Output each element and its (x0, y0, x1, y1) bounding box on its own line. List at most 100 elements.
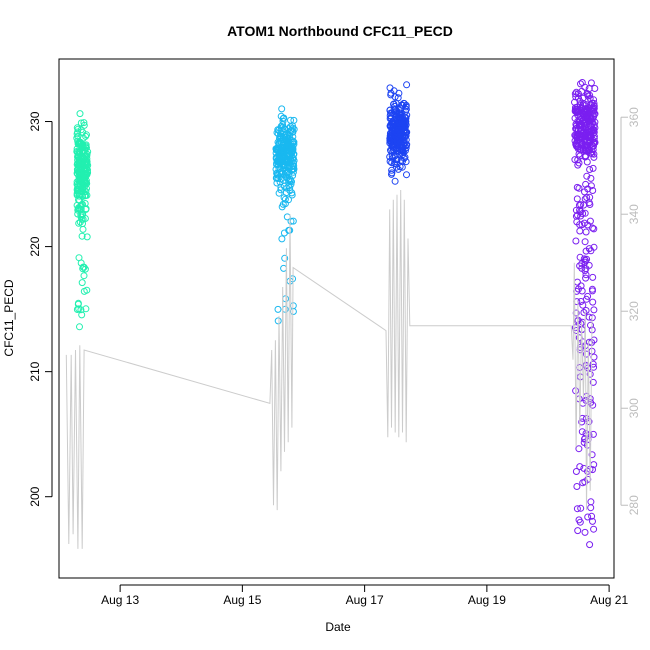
data-point (591, 85, 599, 92)
data-point (572, 206, 580, 214)
data-point (77, 259, 85, 267)
data-point (278, 139, 285, 147)
data-point (276, 178, 284, 186)
data-point (281, 160, 289, 168)
data-point (79, 225, 87, 233)
data-points-layer (73, 79, 599, 549)
data-point (275, 189, 283, 197)
data-point (402, 114, 410, 122)
data-point (578, 428, 586, 436)
data-point (280, 182, 288, 190)
data-point (388, 166, 396, 174)
data-point (276, 134, 283, 142)
x-tick-label: Aug 13 (101, 593, 139, 607)
data-point (582, 118, 590, 126)
data-point (571, 105, 579, 113)
data-point (578, 79, 586, 86)
data-point (76, 181, 84, 189)
data-point (281, 171, 288, 179)
series-2 (272, 105, 298, 325)
data-point (581, 238, 589, 246)
data-point (387, 133, 395, 141)
data-point (590, 106, 598, 114)
data-point (390, 144, 397, 152)
data-point (586, 193, 594, 201)
x-tick-label: Aug 21 (590, 593, 628, 607)
data-point (589, 360, 597, 368)
data-point (573, 195, 581, 203)
data-point (586, 370, 594, 378)
data-point (579, 301, 587, 309)
data-point (403, 171, 410, 179)
data-point (274, 305, 282, 313)
data-point (579, 144, 587, 152)
data-point (586, 541, 594, 549)
data-point (587, 504, 595, 512)
data-point (272, 174, 280, 182)
data-point (590, 353, 598, 361)
data-point (586, 166, 594, 173)
x-tick-label: Aug 17 (346, 593, 384, 607)
data-point (274, 317, 282, 325)
data-point (577, 504, 585, 512)
data-point (586, 106, 594, 114)
y-axis-right: 280 300 320 340 360 (620, 107, 641, 515)
data-point (83, 233, 91, 241)
data-point (582, 180, 590, 188)
data-point (580, 255, 588, 263)
data-point (279, 200, 287, 208)
data-point (576, 101, 584, 109)
data-point (589, 224, 596, 232)
data-point (403, 81, 411, 89)
data-point (81, 215, 89, 222)
data-point (572, 237, 580, 245)
data-point (585, 199, 593, 207)
data-point (289, 122, 296, 130)
data-point (575, 201, 583, 209)
data-point (576, 124, 584, 132)
data-point (76, 323, 83, 331)
series-1 (73, 110, 92, 331)
data-point (395, 89, 403, 97)
data-point (572, 141, 580, 149)
data-point (400, 154, 408, 162)
data-point (281, 138, 289, 146)
data-point (580, 309, 588, 316)
data-point (391, 102, 399, 110)
y-axis-label: CFC11_PECD (2, 279, 16, 356)
data-point (585, 147, 593, 155)
data-point (273, 170, 281, 178)
data-point (590, 150, 598, 158)
data-point (78, 279, 86, 287)
data-point (581, 478, 589, 486)
data-point (395, 116, 403, 124)
data-point (580, 132, 588, 140)
data-point (588, 451, 596, 459)
data-point (582, 265, 590, 273)
data-point (586, 217, 594, 225)
x-tick-label: Aug 15 (223, 593, 261, 607)
data-point (588, 512, 596, 520)
data-point (581, 152, 589, 160)
data-point (584, 134, 592, 142)
data-point (577, 282, 585, 290)
data-point (287, 217, 295, 225)
data-point (388, 169, 396, 177)
data-point (273, 159, 281, 167)
y-axis: 200 210 220 230 (28, 111, 53, 507)
data-point (286, 187, 294, 195)
data-point (581, 188, 588, 196)
chart-title: ATOM1 Northbound CFC11_PECD (227, 23, 453, 39)
data-point (584, 513, 592, 521)
data-point (80, 154, 88, 162)
data-point (77, 213, 85, 221)
data-point (590, 525, 598, 533)
data-point (590, 225, 598, 233)
data-point (77, 119, 85, 127)
data-point (391, 93, 399, 101)
data-point (575, 159, 583, 167)
data-point (581, 528, 589, 536)
data-point (589, 378, 597, 386)
plot-area-frame (58, 58, 615, 579)
data-point (76, 218, 84, 226)
